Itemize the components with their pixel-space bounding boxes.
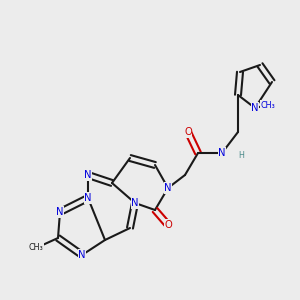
Text: N: N (78, 250, 86, 260)
Text: N: N (251, 103, 259, 113)
Text: N: N (131, 198, 139, 208)
Text: O: O (184, 127, 192, 137)
Text: N: N (84, 170, 92, 180)
Text: O: O (164, 220, 172, 230)
Text: N: N (164, 183, 172, 193)
Text: N: N (84, 193, 92, 203)
Text: CH₃: CH₃ (261, 100, 275, 109)
Text: CH₃: CH₃ (28, 244, 44, 253)
Text: N: N (218, 148, 226, 158)
Text: N: N (56, 207, 64, 217)
Text: H: H (238, 151, 244, 160)
